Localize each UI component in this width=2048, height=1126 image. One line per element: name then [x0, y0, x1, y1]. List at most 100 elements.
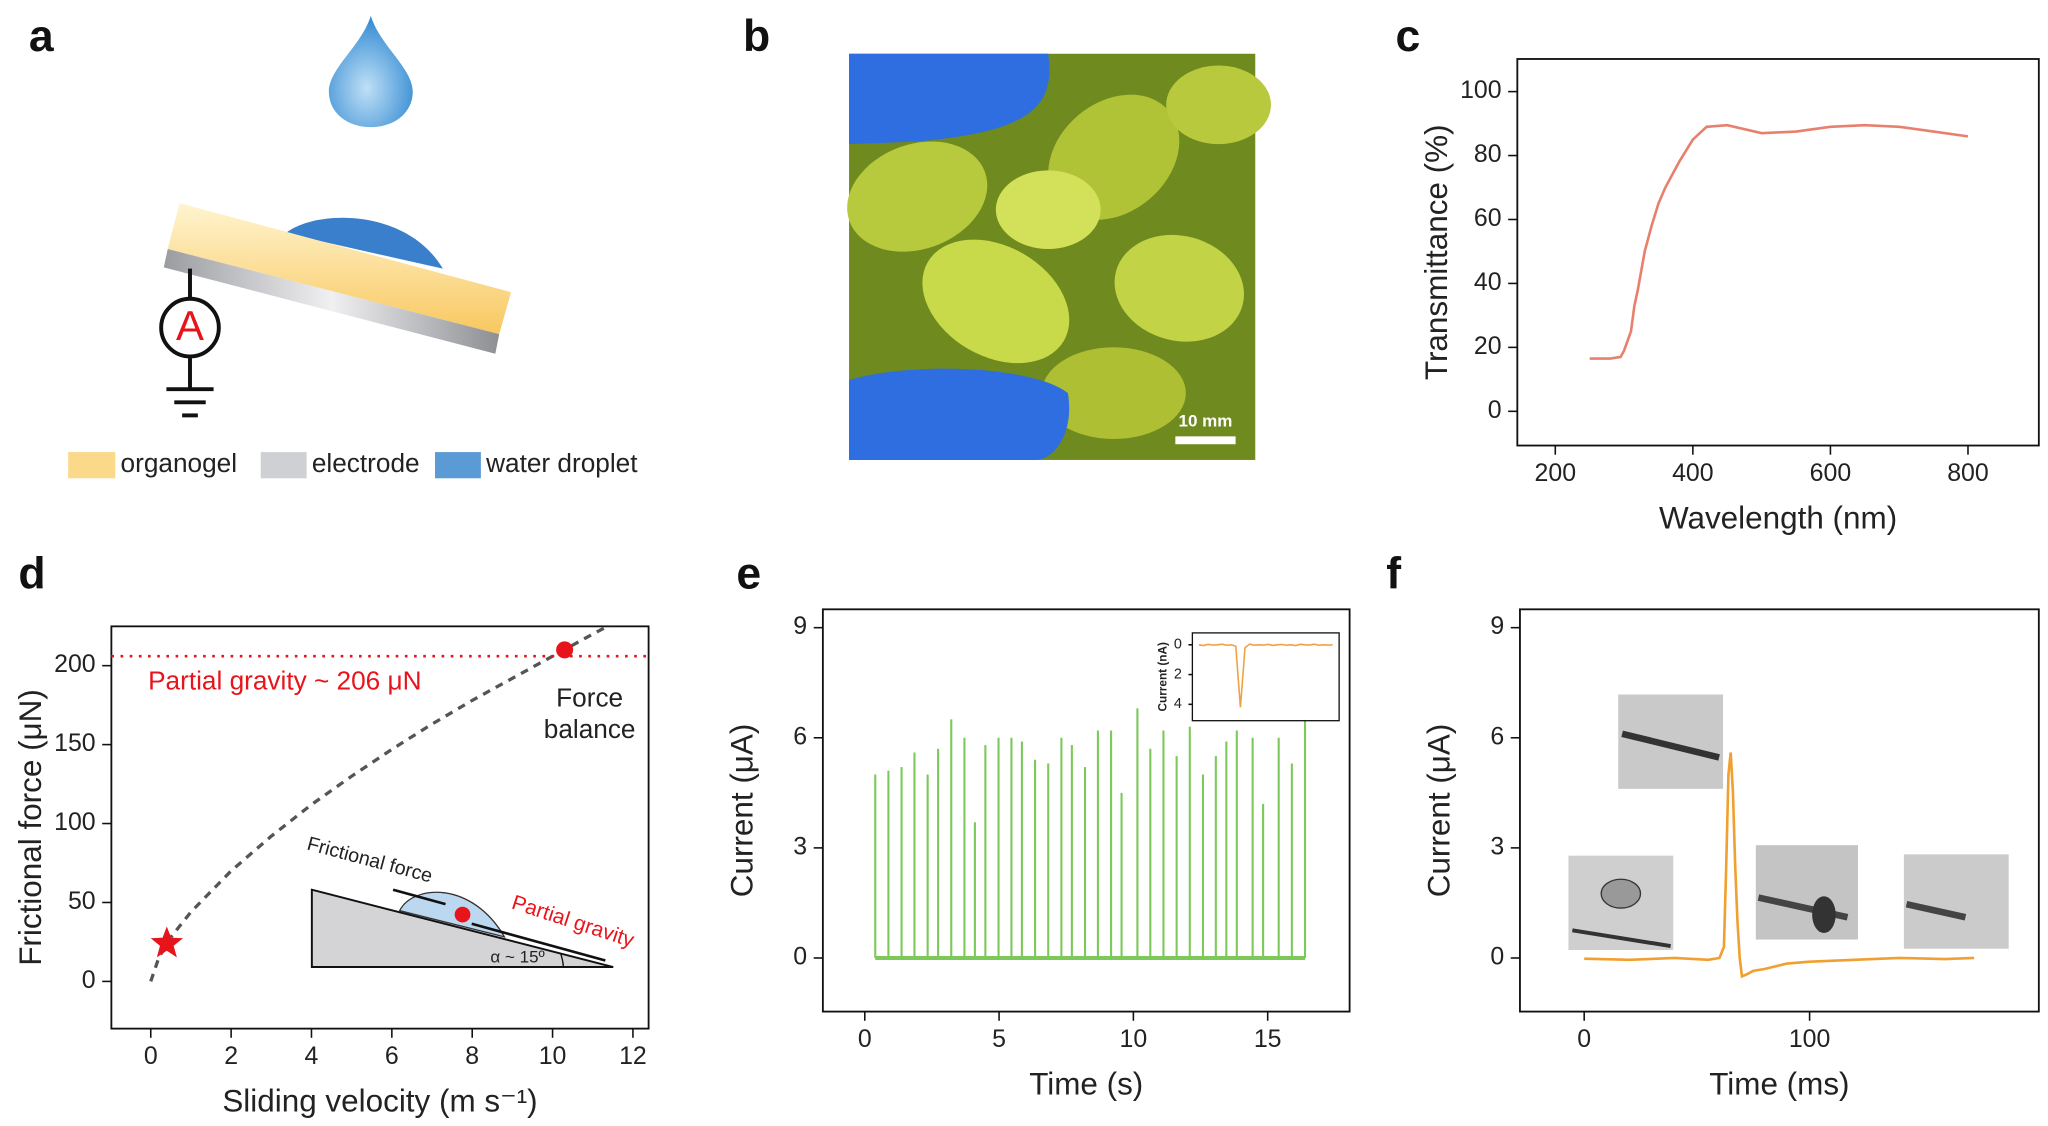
x-tick-label: 200 [1535, 459, 1577, 487]
x-tick-label: 5 [992, 1025, 1006, 1053]
scale-bar [1175, 436, 1236, 445]
y-tick-label: 0 [793, 943, 807, 971]
plot-area [149, 626, 612, 982]
photo: 10 mm [847, 53, 1271, 460]
inset-label: Partial gravity [509, 891, 637, 952]
x-tick-label: 0 [858, 1025, 872, 1053]
image-insets [1568, 694, 2009, 950]
x-tick-label: 4 [305, 1042, 319, 1070]
reference-label: Partial gravity ~ 206 μN [148, 665, 421, 695]
image-content [1600, 878, 1642, 909]
image [1903, 854, 2009, 949]
x-tick-label: 10 [539, 1042, 567, 1070]
y-tick-label: 4 [1174, 696, 1182, 712]
y-tick-label: 150 [54, 729, 96, 757]
panel-label: d [18, 549, 45, 598]
y-tick-label: 0 [1490, 943, 1504, 971]
plot-frame [821, 608, 1351, 1013]
image-content [1572, 928, 1671, 949]
y-axis-label: Current (μA) [1422, 724, 1457, 898]
y-tick-label: 2 [1174, 666, 1182, 682]
organogel-layer [167, 203, 512, 335]
plot-area [1584, 752, 1975, 979]
x-tick-label: 800 [1947, 459, 1989, 487]
x-tick-label: 0 [144, 1042, 158, 1070]
plot-frame [1519, 608, 2040, 1013]
plot-area [874, 708, 1307, 960]
glove [849, 53, 1050, 145]
plot-frame [1191, 632, 1340, 722]
y-tick-label: 100 [54, 808, 96, 836]
inset-label: α ~ 15º [490, 947, 544, 966]
plot-area [1198, 643, 1333, 708]
plot-frame [1516, 58, 2040, 447]
legend-label: electrode [312, 448, 420, 478]
x-tick-label: 15 [1254, 1025, 1282, 1053]
electrode-layer [163, 248, 500, 354]
x-tick-label: 6 [385, 1042, 399, 1070]
y-tick-label: 40 [1474, 268, 1502, 296]
plot-frame [110, 625, 650, 1030]
x-tick-label: 600 [1810, 459, 1852, 487]
y-tick-label: 80 [1474, 140, 1502, 168]
leaf [995, 170, 1101, 249]
x-axis-label: Time (ms) [1709, 1067, 1849, 1102]
x-tick-label: 0 [1577, 1025, 1591, 1053]
leaf [1041, 347, 1186, 439]
y-tick-label: 60 [1474, 204, 1502, 232]
image-content [1905, 900, 1967, 921]
annotation: balance [544, 714, 636, 744]
legend-label: organogel [121, 448, 238, 478]
falling-droplet [328, 15, 413, 128]
scale-bar-label: 10 mm [1179, 411, 1233, 430]
legend-swatch [68, 452, 116, 479]
y-tick-label: 6 [1490, 722, 1504, 750]
x-axis-label: Time (s) [1029, 1067, 1143, 1102]
glove [849, 368, 1070, 460]
y-tick-label: 6 [793, 722, 807, 750]
y-axis-label: Current (nA) [1157, 642, 1170, 711]
leaf [1114, 234, 1244, 342]
data-line [1198, 643, 1333, 708]
image-content [1621, 730, 1720, 761]
annotation: Force [556, 683, 623, 713]
y-tick-label: 0 [82, 966, 96, 994]
data-line [1589, 123, 1969, 360]
circle-marker [556, 641, 574, 659]
y-tick-label: 50 [68, 887, 96, 915]
x-axis-label: Wavelength (nm) [1659, 501, 1897, 536]
y-tick-label: 100 [1460, 76, 1502, 104]
leaf [1166, 65, 1271, 145]
legend-swatch [435, 452, 481, 479]
gravity-arrow [471, 922, 606, 962]
incline [310, 888, 614, 969]
legend-label: water droplet [485, 448, 638, 478]
image [1755, 845, 1859, 940]
x-axis-label: Sliding velocity (m s⁻¹) [222, 1084, 537, 1119]
star-marker [150, 926, 184, 958]
schematic: A organogel electrode water droplet [68, 15, 638, 479]
x-tick-label: 12 [619, 1042, 647, 1070]
angle-arc [560, 953, 565, 968]
y-axis-label: Transmittance (%) [1419, 124, 1454, 380]
x-tick-label: 100 [1789, 1025, 1831, 1053]
incline-diagram: Frictional force Partial gravity α ~ 15º [305, 833, 637, 969]
sessile-droplet [285, 217, 443, 269]
y-axis-label: Frictional force (μN) [13, 689, 48, 966]
panel-label: c [1395, 12, 1420, 61]
y-axis-label: Current (μA) [725, 724, 760, 898]
x-tick-label: 400 [1672, 459, 1714, 487]
x-tick-label: 2 [224, 1042, 238, 1070]
panel-label: a [29, 12, 55, 61]
data-line [1584, 752, 1975, 979]
leaf [922, 239, 1070, 364]
x-tick-label: 10 [1120, 1025, 1148, 1053]
y-tick-label: 9 [793, 612, 807, 640]
y-tick-label: 20 [1474, 332, 1502, 360]
panel-label: e [736, 549, 761, 598]
y-tick-label: 0 [1488, 396, 1502, 424]
panel-label: f [1386, 549, 1401, 598]
inset-label: Frictional force [305, 833, 435, 888]
y-tick-label: 0 [1174, 637, 1182, 653]
